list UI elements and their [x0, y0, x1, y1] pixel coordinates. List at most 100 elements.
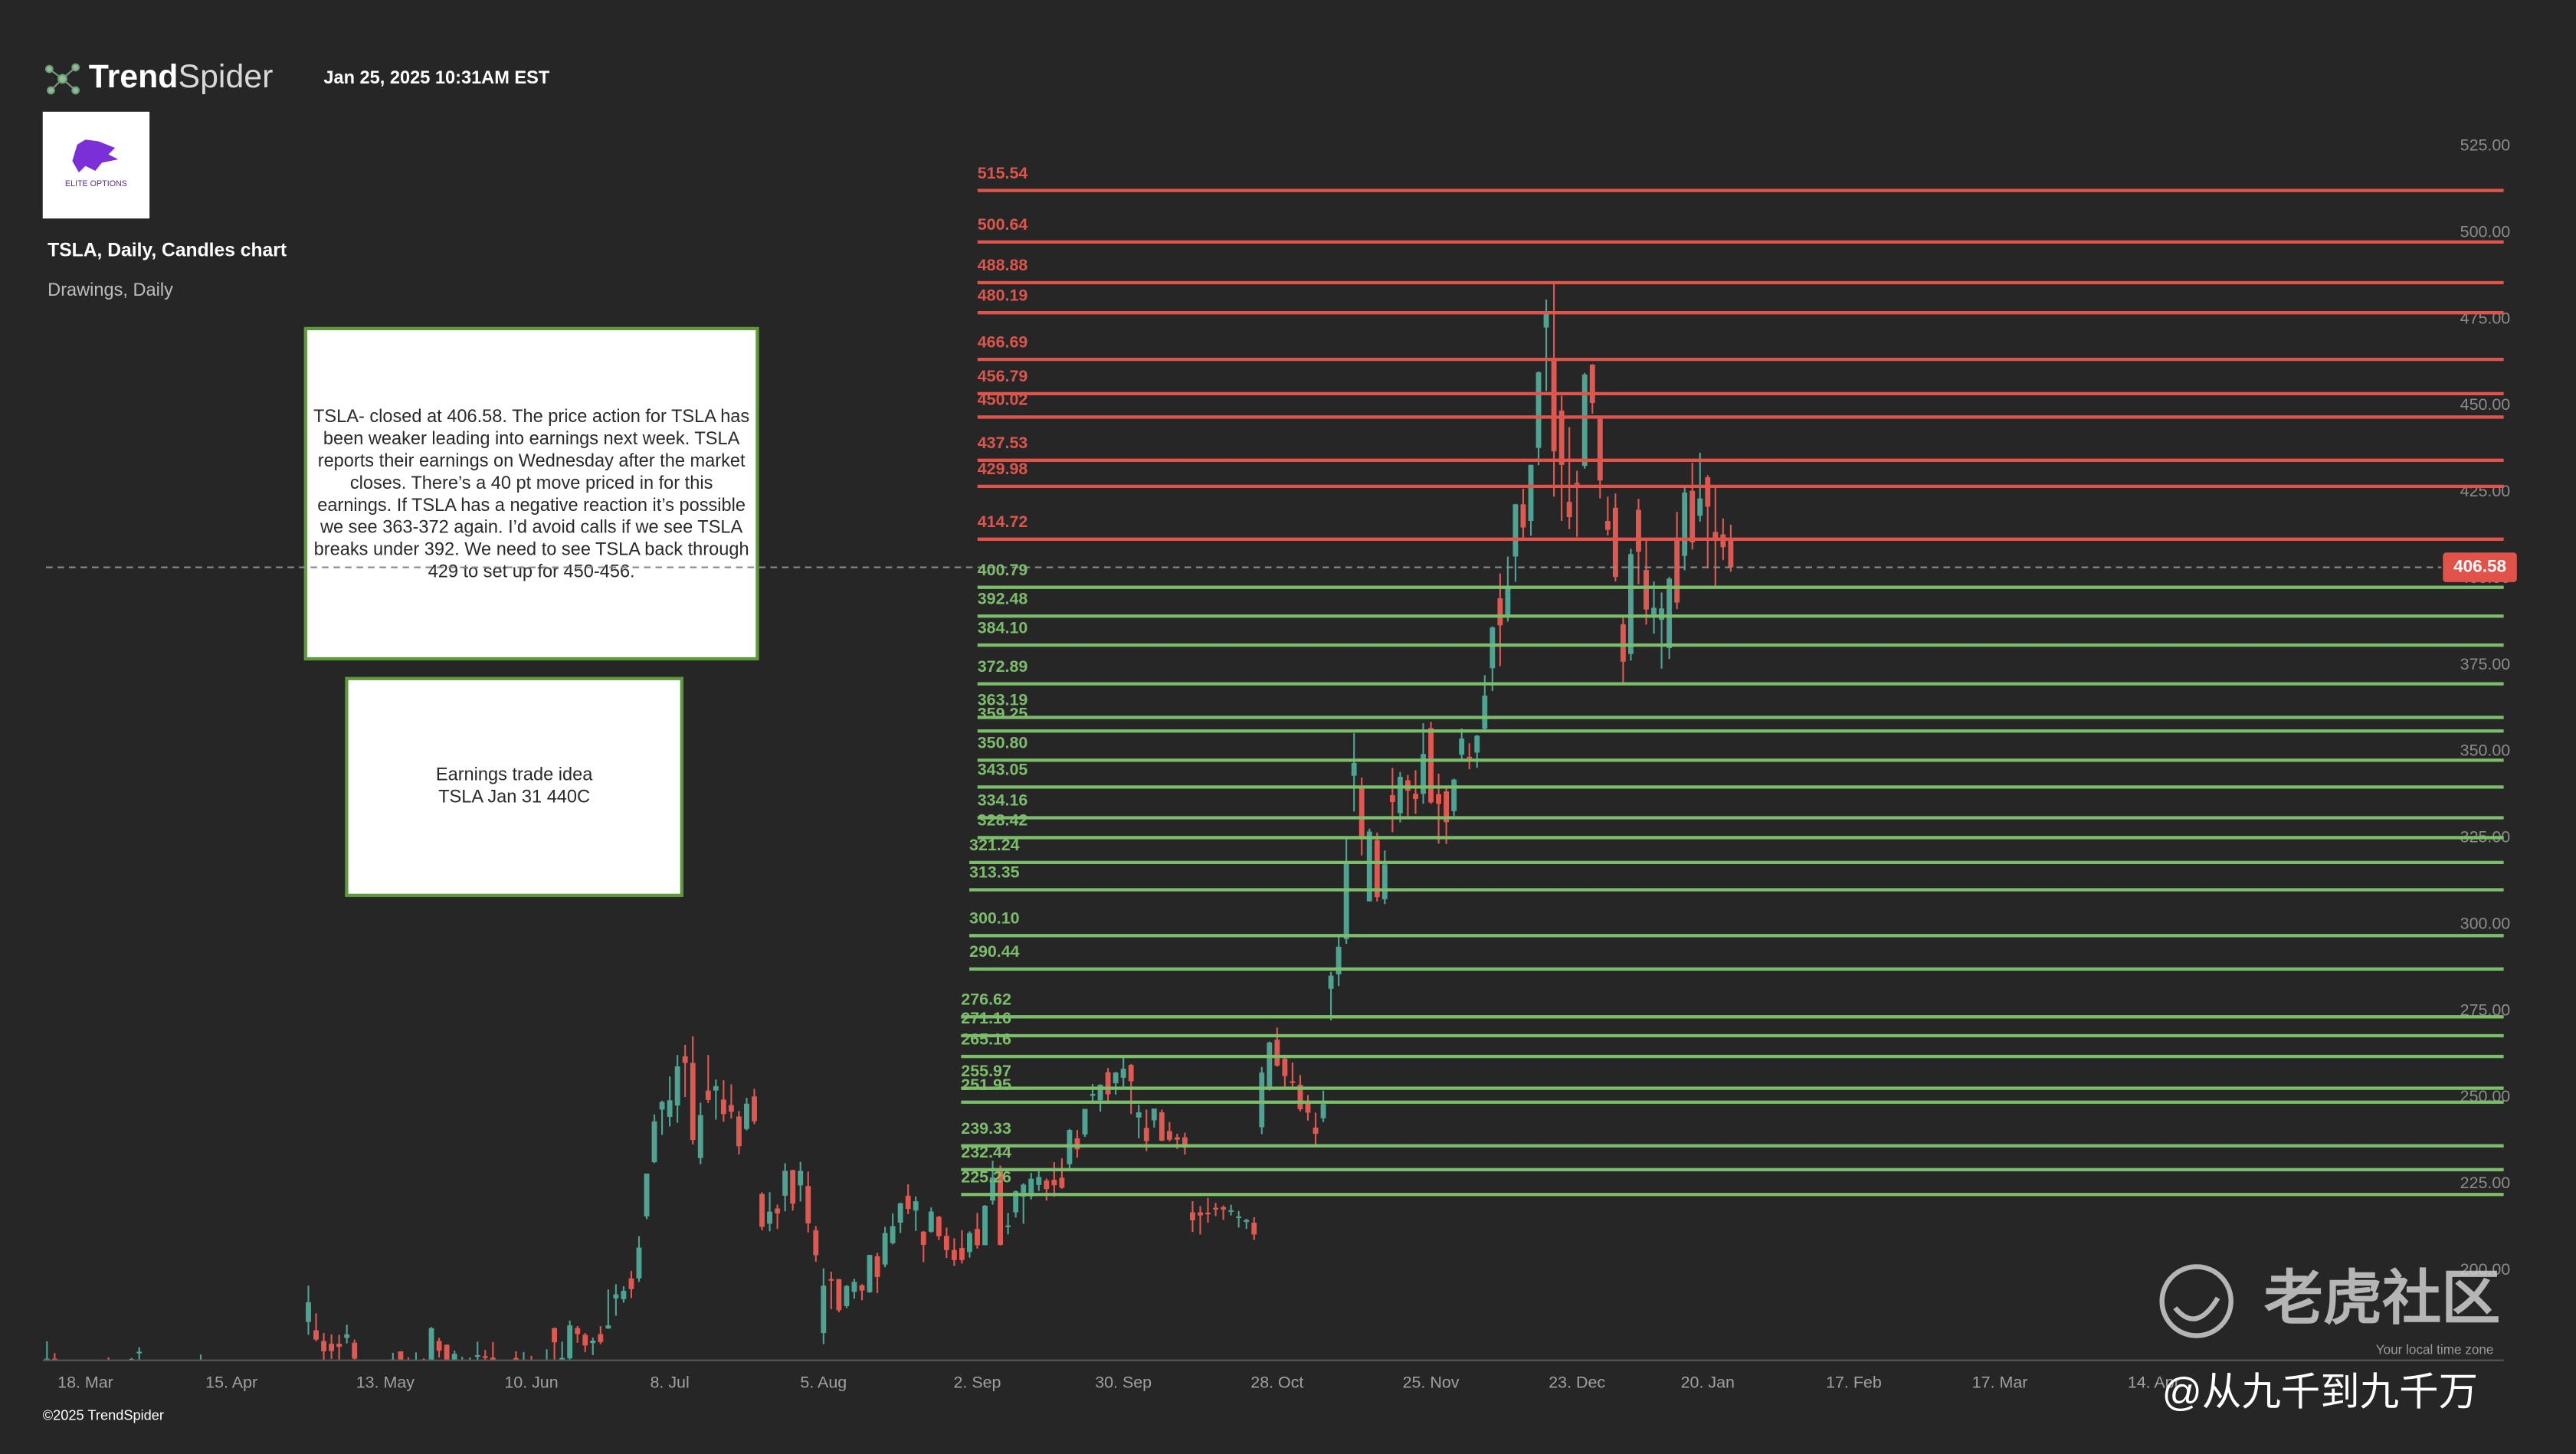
candle-body — [1659, 608, 1665, 621]
candle-body — [851, 1282, 857, 1292]
candle-body — [482, 1356, 488, 1358]
note-line: Earnings trade idea — [436, 764, 593, 784]
candle-body — [1628, 554, 1634, 654]
level-label: 488.88 — [978, 256, 1028, 274]
candle-body — [1228, 1210, 1234, 1212]
candle-body — [1381, 864, 1388, 899]
y-tick-label: 525.00 — [2460, 136, 2511, 155]
candle-body — [1267, 1042, 1273, 1089]
candle-body — [1505, 586, 1511, 616]
level-label: 225.26 — [961, 1167, 1011, 1186]
candle-body — [306, 1302, 311, 1322]
note-text: TSLA- closed at 406.58. The price action… — [313, 406, 749, 806]
candle-body — [1451, 779, 1457, 811]
brand: TrendSpider — [89, 58, 274, 95]
candle-body — [905, 1195, 911, 1209]
candle-body — [313, 1330, 319, 1340]
candle-body — [798, 1171, 804, 1186]
y-tick-label: 225.00 — [2460, 1174, 2511, 1192]
candle-body — [1336, 946, 1342, 974]
candle-body — [1581, 374, 1588, 467]
y-tick-label: 450.00 — [2460, 395, 2511, 414]
candle-body — [728, 1105, 734, 1112]
level-label: 456.79 — [978, 367, 1028, 385]
candle-body — [874, 1256, 880, 1277]
level-label: 429.98 — [978, 460, 1028, 478]
candle-body — [336, 1344, 342, 1348]
candle-body — [1482, 695, 1488, 729]
candle-body — [767, 1211, 772, 1224]
x-tick-label: 5. Aug — [800, 1373, 847, 1391]
candle-body — [321, 1341, 326, 1352]
candle-body — [805, 1186, 811, 1223]
watermark-icon — [2159, 1264, 2234, 1338]
level-label: 232.44 — [961, 1143, 1011, 1161]
candle-body — [636, 1247, 642, 1279]
level-label: 239.33 — [961, 1119, 1011, 1138]
level-label: 414.72 — [978, 513, 1028, 531]
candle-body — [1328, 975, 1334, 989]
level-label: 290.44 — [969, 942, 1020, 961]
candle-body — [1166, 1131, 1172, 1140]
x-tick-label: 17. Mar — [1972, 1373, 2028, 1391]
note-box — [345, 676, 683, 897]
candle-body — [1059, 1177, 1065, 1188]
candle-body — [859, 1285, 865, 1291]
candle-body — [844, 1285, 850, 1306]
level-label: 265.16 — [961, 1030, 1011, 1048]
candle-body — [736, 1116, 742, 1147]
candle-body — [1343, 863, 1349, 939]
candle-body — [344, 1334, 350, 1338]
candle-body — [1182, 1137, 1188, 1148]
note-line: closes. There’s a 40 pt move priced in f… — [350, 473, 713, 493]
candle-body — [1113, 1072, 1119, 1084]
candle-body — [1090, 1094, 1096, 1096]
candle-body — [1274, 1040, 1280, 1066]
chart-title: TSLA, Daily, Candles chart — [48, 241, 287, 261]
axes: 200.00225.00250.00275.00300.00325.00350.… — [57, 136, 2517, 1391]
candle-body — [975, 1229, 980, 1246]
candle-body — [51, 1358, 57, 1361]
candle-body — [1651, 607, 1657, 615]
candle-body — [775, 1208, 781, 1213]
candle-body — [582, 1334, 588, 1346]
chart-subtitle: Drawings, Daily — [48, 280, 173, 300]
candle-body — [982, 1205, 988, 1246]
candle-body — [136, 1351, 143, 1354]
candle-body — [990, 1177, 996, 1201]
candle-body — [659, 1102, 665, 1110]
logo-text: ELITE OPTIONS — [65, 179, 127, 188]
candle-body — [1620, 624, 1626, 662]
candle-body — [1612, 507, 1618, 578]
candle-body — [559, 1357, 565, 1360]
x-tick-label: 15. Apr — [205, 1373, 257, 1391]
x-tick-label: 25. Nov — [1403, 1373, 1460, 1391]
level-label: 321.24 — [969, 836, 1020, 854]
watermark-handle: @从九千到九千万 — [2162, 1369, 2478, 1413]
candle-body — [1305, 1102, 1311, 1113]
x-tick-label: 10. Jun — [504, 1373, 558, 1391]
level-label: 350.80 — [978, 734, 1028, 752]
candle-body — [598, 1334, 604, 1342]
candle-body — [1297, 1084, 1303, 1109]
timestamp: Jan 25, 2025 10:31AM EST — [323, 67, 549, 87]
candle-body — [1682, 492, 1688, 556]
candle-body — [897, 1203, 903, 1223]
candle-body — [928, 1211, 934, 1232]
candle-body — [44, 1358, 50, 1361]
candle-body — [1604, 520, 1611, 530]
candle-body — [1597, 418, 1603, 481]
level-label: 359.25 — [978, 704, 1028, 722]
level-label: 300.10 — [969, 909, 1020, 928]
copyright: ©2025 TrendSpider — [43, 1407, 164, 1423]
last-price-tag — [2443, 552, 2517, 582]
x-tick-label: 23. Dec — [1549, 1373, 1605, 1391]
candle-body — [713, 1086, 719, 1091]
candle-body — [1251, 1223, 1257, 1235]
note-line: 429 to set up for 450-456. — [428, 562, 635, 581]
candle-body — [1290, 1081, 1296, 1083]
candle-body — [1667, 578, 1673, 649]
x-tick-label: 30. Sep — [1095, 1373, 1152, 1391]
x-tick-label: 2. Sep — [954, 1373, 1001, 1391]
candle-body — [936, 1217, 942, 1236]
